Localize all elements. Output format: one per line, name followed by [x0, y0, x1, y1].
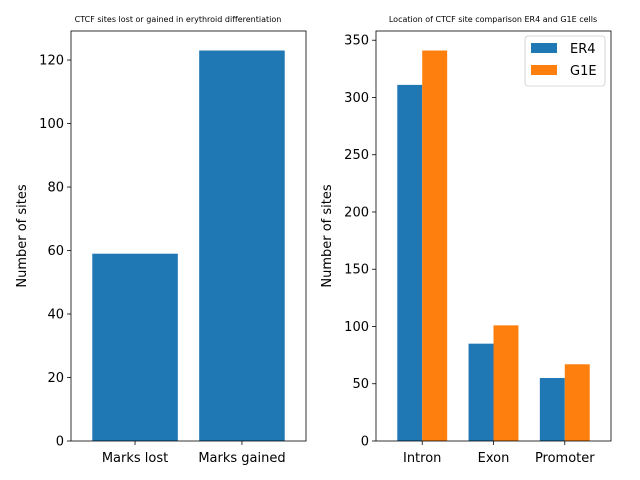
x-tick-label-left-marks-gained: Marks gained	[198, 451, 285, 466]
chart-right-title: Location of CTCF site comparison ER4 and…	[389, 15, 597, 24]
chart-left-title: CTCF sites lost or gained in erythroid d…	[75, 15, 282, 24]
y-tick-label-right-50: 50	[352, 377, 369, 392]
y-tick-label-left-100: 100	[39, 117, 64, 132]
legend-label-er4: ER4	[570, 42, 596, 57]
y-tick-label-right-300: 300	[344, 91, 369, 106]
chart-left-frame	[70, 30, 307, 442]
chart-right-panel: Location of CTCF site comparison ER4 and…	[320, 15, 612, 466]
x-tick-label-left-marks-lost: Marks lost	[102, 451, 168, 466]
bar-right-g1e-promoter	[564, 364, 590, 441]
x-tick-label-right-intron: Intron	[403, 451, 441, 466]
x-tick-label-right-exon: Exon	[478, 451, 510, 466]
chart-right-bars	[397, 50, 590, 442]
bar-right-er4-intron	[397, 84, 423, 441]
chart-left-y-axis-label: Number of sites	[15, 184, 30, 287]
chart-right-legend: ER4 G1E	[524, 35, 606, 87]
chart-left-bars	[92, 50, 285, 442]
y-tick-label-left-120: 120	[39, 54, 64, 69]
chart-right-frame	[375, 30, 612, 442]
y-tick-label-right-250: 250	[344, 148, 369, 163]
y-tick-label-left-0: 0	[56, 435, 64, 450]
chart-right-x-ticks: Intron Exon Promoter	[403, 441, 595, 466]
chart-left-panel: CTCF sites lost or gained in erythroid d…	[15, 15, 307, 466]
bar-right-er4-promoter	[539, 378, 565, 441]
y-tick-label-right-350: 350	[344, 34, 369, 49]
y-tick-label-left-40: 40	[47, 308, 64, 323]
y-tick-label-right-150: 150	[344, 263, 369, 278]
y-tick-label-left-20: 20	[47, 371, 64, 386]
y-tick-label-right-200: 200	[344, 205, 369, 220]
chart-right-y-ticks: 0 50 100 150 200 250 300 350	[344, 34, 376, 450]
bar-right-g1e-intron	[422, 50, 448, 442]
legend-swatch-er4	[531, 43, 557, 53]
x-tick-label-right-promoter: Promoter	[535, 451, 595, 466]
legend-swatch-g1e	[531, 65, 557, 75]
y-tick-label-left-80: 80	[47, 181, 64, 196]
chart-left-x-ticks: Marks lost Marks gained	[102, 441, 286, 466]
y-tick-label-right-100: 100	[344, 320, 369, 335]
bar-right-g1e-exon	[493, 325, 519, 441]
y-tick-label-left-60: 60	[47, 244, 64, 259]
chart-right-y-axis-label: Number of sites	[320, 184, 335, 287]
y-tick-label-right-0: 0	[361, 435, 369, 450]
bar-left-series-marks-lost	[92, 253, 178, 441]
chart-left-y-ticks: 0 20 40 60 80 100 120	[39, 54, 71, 450]
legend-label-g1e: G1E	[570, 64, 597, 79]
bar-left-series-marks-gained	[199, 50, 285, 442]
bar-right-er4-exon	[468, 343, 494, 441]
